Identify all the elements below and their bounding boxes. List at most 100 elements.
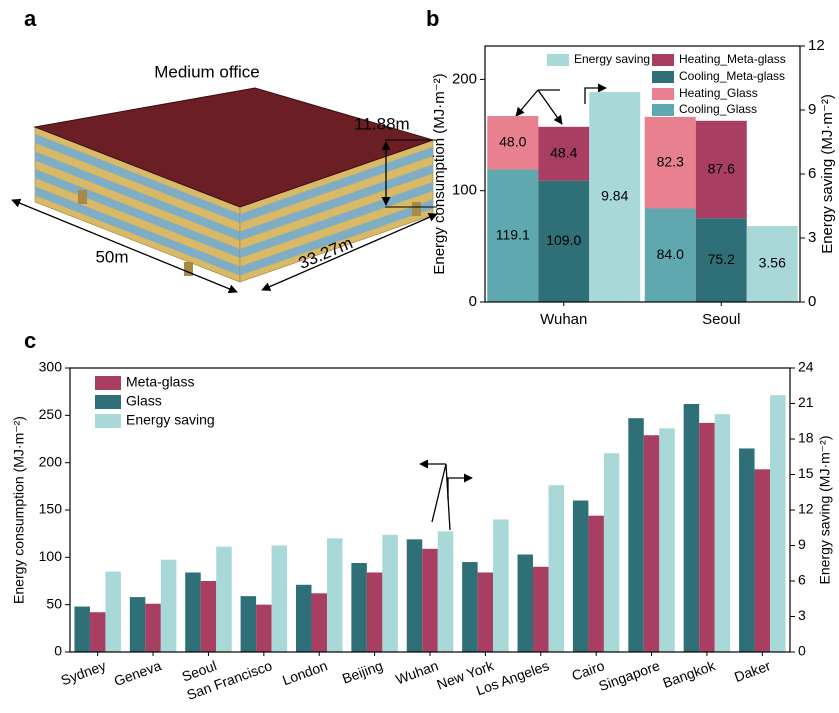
annotation-arrow	[516, 90, 538, 116]
value-label: 84.0	[657, 246, 684, 262]
bar	[327, 538, 343, 652]
value-label: 82.3	[657, 153, 684, 169]
bar	[422, 549, 438, 652]
bar	[90, 612, 106, 652]
bar	[382, 535, 398, 652]
value-label: 9.84	[601, 188, 628, 204]
panel-label: b	[426, 6, 439, 31]
bar	[699, 423, 715, 652]
bar	[659, 428, 675, 652]
bar	[755, 469, 771, 652]
annotation-arrow	[448, 478, 472, 500]
bar	[462, 562, 478, 652]
door	[78, 190, 87, 204]
bar	[367, 572, 383, 652]
bar	[533, 567, 549, 652]
y-tick-label: 50	[46, 595, 62, 611]
y2-tick-label: 12	[808, 37, 825, 54]
bar	[715, 414, 731, 652]
y-tick-label: 200	[452, 70, 477, 87]
bar	[438, 531, 454, 652]
bar	[351, 563, 367, 652]
x-tick-label: Sydney	[59, 657, 108, 688]
legend-label: Meta-glass	[126, 374, 194, 390]
y-tick-label: 100	[452, 182, 477, 199]
legend-label: Cooling_Meta-glass	[679, 69, 785, 83]
y2-tick-label: 18	[798, 430, 814, 446]
bar	[549, 485, 565, 652]
bar	[518, 554, 534, 652]
y2-tick-label: 6	[808, 165, 816, 182]
y2-tick-label: 21	[798, 394, 814, 410]
y2-tick-label: 3	[808, 229, 816, 246]
x-tick-label: Geneva	[112, 657, 164, 689]
y-axis-title: Energy consumption (MJ·m⁻²)	[11, 416, 27, 604]
bar	[130, 597, 146, 652]
x-tick-label: Beijing	[340, 657, 385, 686]
y2-tick-label: 0	[808, 293, 816, 310]
legend-swatch	[652, 71, 674, 83]
legend-label: Energy saving	[126, 412, 215, 428]
legend-label: Glass	[126, 393, 162, 409]
bar	[105, 572, 121, 652]
y2-tick-label: 6	[798, 572, 806, 588]
y-tick-label: 300	[39, 359, 63, 375]
x-tick-label: London	[280, 657, 329, 688]
bar	[628, 418, 644, 652]
bar	[493, 519, 509, 652]
panel-label: c	[24, 328, 36, 353]
figure: a b c Medium office 11.88m 50m 33.27m 11…	[0, 0, 839, 713]
legend-swatch	[95, 414, 121, 428]
bar	[407, 539, 423, 652]
bar	[644, 435, 660, 652]
legend-swatch	[652, 104, 674, 116]
bar	[588, 516, 604, 652]
legend-label: Cooling_Glass	[679, 102, 757, 116]
bar	[739, 448, 755, 652]
panel-label: a	[24, 6, 37, 31]
legend-label: Heating_Meta-glass	[679, 52, 786, 66]
height-label: 11.88m	[354, 114, 409, 133]
legend-swatch	[652, 54, 674, 66]
x-tick-label: Seoul	[702, 311, 740, 328]
bar	[478, 572, 494, 652]
legend-swatch	[95, 395, 121, 409]
x-tick-label: Wuhan	[540, 311, 587, 328]
legend-label: Heating_Glass	[679, 86, 758, 100]
annotation-arrow	[432, 464, 446, 522]
legend-label: Energy saving	[574, 52, 650, 66]
y-axis-title: Energy consumption (MJ·m⁻²)	[431, 73, 448, 274]
page: a b c Medium office 11.88m 50m 33.27m 11…	[0, 0, 839, 713]
y2-axis-title: Energy saving (MJ·m⁻²)	[817, 436, 833, 585]
bar	[296, 585, 312, 652]
value-label: 109.0	[546, 232, 581, 248]
y-tick-label: 0	[54, 643, 62, 659]
bar	[201, 581, 217, 652]
bar	[216, 547, 232, 652]
bar	[145, 604, 161, 652]
bar	[256, 605, 272, 652]
y-tick-label: 150	[39, 501, 63, 517]
legend-swatch	[95, 376, 121, 390]
y-tick-label: 0	[469, 293, 477, 310]
bar	[74, 607, 90, 652]
x-tick-label: Singapore	[596, 657, 662, 694]
bar	[185, 572, 201, 652]
annotation-arrow	[538, 90, 562, 124]
bar	[604, 453, 620, 652]
bar	[311, 593, 327, 652]
y2-tick-label: 24	[798, 359, 814, 375]
y-tick-label: 100	[39, 548, 63, 564]
bar	[573, 501, 589, 652]
bar	[684, 404, 700, 652]
x-tick-label: Bangkok	[661, 657, 719, 691]
y-tick-label: 250	[39, 406, 63, 422]
diagram-title: Medium office	[154, 62, 260, 81]
value-label: 3.56	[759, 255, 786, 271]
y-tick-label: 200	[39, 453, 63, 469]
y2-tick-label: 9	[798, 536, 806, 552]
bar	[241, 596, 257, 652]
y2-tick-label: 12	[798, 501, 814, 517]
bar	[161, 560, 177, 652]
bar	[770, 395, 786, 652]
